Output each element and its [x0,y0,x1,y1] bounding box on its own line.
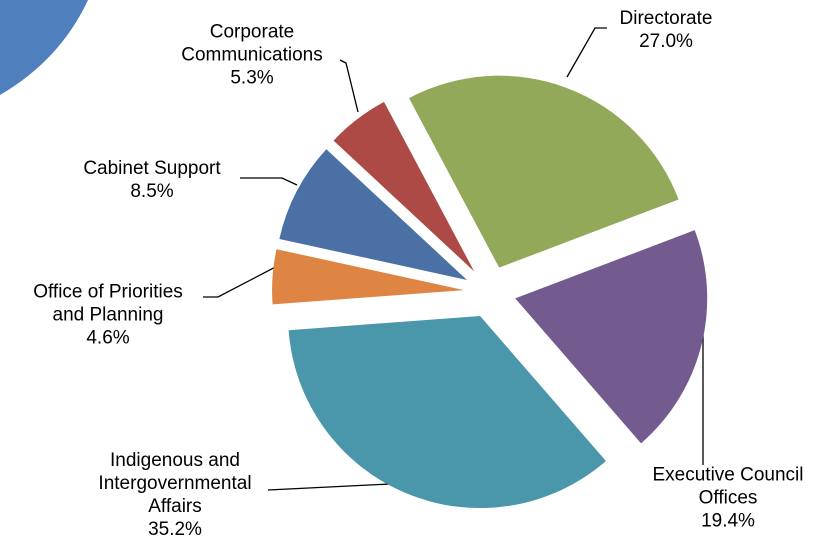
slice-label: Office of Priorities and Planning 4.6% [18,281,198,350]
category-label: Cabinet Support [83,158,221,179]
pie-slice [272,249,465,305]
leader-line [240,177,298,186]
category-label: Corporate Communications [181,21,323,66]
value-label: 4.6% [86,327,130,349]
leader-line [267,482,411,491]
pie-slice [279,149,467,280]
category-label: Directorate [619,8,713,29]
slice-label: Cabinet Support 8.5% [62,157,242,203]
value-label: 19.4% [701,510,755,532]
value-label: 35.2% [148,519,202,540]
leader-line [566,27,607,78]
value-label: 27.0% [639,31,693,52]
value-label: 5.3% [230,67,274,89]
value-label: 8.5% [130,181,174,202]
pie-slice [515,230,708,444]
category-label: Office of Priorities and Planning [33,281,183,326]
slice-label: Executive Council Offices 19.4% [638,464,818,533]
category-label: Indigenous and Intergovernmental Affairs [98,450,252,517]
leader-lines [203,27,704,491]
pie-slice [288,316,606,509]
slice-label: Directorate 27.0% [596,7,736,53]
cropped-slice [0,0,88,95]
category-label: Executive Council Offices [652,464,804,509]
leader-line [203,261,286,298]
slice-label: Indigenous and Intergovernmental Affairs… [85,449,265,541]
slice-label: Corporate Communications 5.3% [162,21,342,90]
leader-line [339,59,359,113]
pie-slice [409,75,679,268]
pie-slice [333,101,475,272]
